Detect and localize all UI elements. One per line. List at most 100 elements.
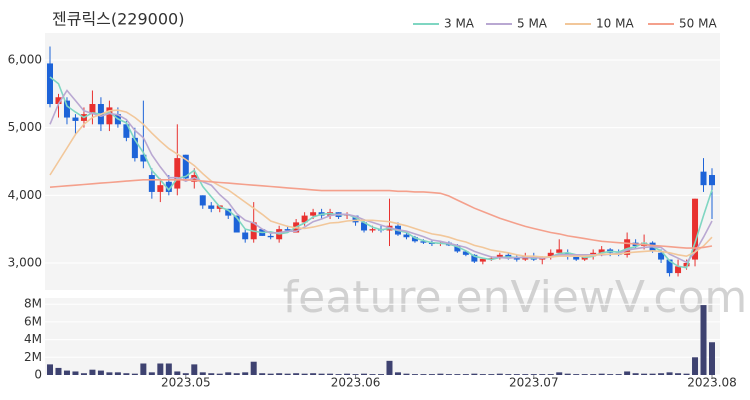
volume-bar [403, 373, 410, 375]
volume-bar [208, 373, 215, 375]
volume-bar [267, 373, 274, 375]
candle-body [700, 171, 707, 186]
volume-bar [624, 371, 631, 375]
watermark: feature.enViewV.com [283, 272, 748, 323]
candle-body [47, 63, 53, 105]
candle-body [479, 258, 486, 262]
candle-body [352, 215, 359, 223]
volume-bar [63, 370, 70, 375]
volume-panel [45, 298, 720, 375]
y-tick-label: 2M [24, 350, 42, 364]
ma-line [49, 179, 713, 249]
candle-body [72, 117, 79, 121]
candle-body [692, 198, 699, 260]
ma-line [49, 109, 713, 258]
volume-bar [276, 373, 283, 375]
volume-bar [369, 374, 376, 375]
volume-bar [437, 373, 444, 375]
volume-bar [411, 374, 418, 375]
volume-bar [352, 374, 359, 375]
candle-body [709, 175, 715, 186]
volume-bar [123, 373, 130, 375]
candle-body [148, 175, 155, 192]
volume-bar [581, 374, 588, 375]
volume-bar [216, 373, 223, 375]
volume-bar [301, 373, 308, 375]
candle-body [411, 237, 418, 242]
volume-bar [666, 372, 673, 375]
candle-body [301, 215, 308, 223]
candle-body [106, 107, 113, 125]
volume-bar [148, 372, 155, 375]
volume-bar [615, 374, 622, 375]
candle-body [598, 249, 605, 253]
volume-bar [547, 374, 554, 375]
candle-body [174, 158, 181, 189]
volume-bar [530, 374, 537, 375]
candle-body [208, 205, 215, 209]
volume-bar [428, 374, 435, 375]
volume-bar [250, 361, 257, 375]
candle-body [683, 262, 690, 267]
volume-bar [47, 364, 53, 375]
y-tick-label: 3,000 [8, 255, 42, 269]
candle-body [454, 245, 461, 252]
y-tick-label: 4M [24, 332, 42, 346]
volume-bar [293, 373, 300, 375]
volume-bar [496, 373, 503, 375]
candle-body [199, 195, 206, 206]
volume-bar [700, 305, 707, 375]
candle-body [267, 235, 274, 238]
volume-bar [454, 374, 461, 375]
volume-bar [191, 364, 198, 375]
volume-bar [165, 363, 172, 375]
volume-bar [590, 374, 597, 375]
y-tick-label: 5,000 [8, 120, 42, 134]
candle-body [123, 124, 130, 138]
volume-bar [89, 369, 96, 375]
candle-body [310, 212, 317, 216]
legend-label: 10 MA [596, 17, 634, 31]
volume-bar [97, 370, 104, 375]
y-tick-label: 6M [24, 314, 42, 328]
volume-bar [157, 363, 164, 375]
volume-bar [505, 374, 512, 375]
y-tick-label: 8M [24, 297, 42, 311]
volume-bar [462, 374, 469, 375]
candle-body [547, 252, 554, 258]
volume-bar [114, 372, 121, 375]
x-tick-label: 2023.07 [509, 376, 559, 390]
volume-bar [564, 373, 571, 375]
legend-label: 5 MA [517, 17, 548, 31]
volume-bar [658, 373, 665, 375]
candle-body [89, 104, 96, 115]
x-tick-label: 2023.05 [161, 376, 211, 390]
candle-body [488, 258, 495, 260]
volume-bar [513, 374, 520, 375]
x-tick-label: 2023.08 [687, 376, 737, 390]
volume-bar [683, 373, 690, 375]
candle-body [573, 256, 580, 260]
candle-body [182, 154, 189, 179]
candle-body [131, 137, 138, 159]
candle-body [369, 229, 376, 231]
candle-body [420, 241, 427, 243]
volume-bar [182, 373, 189, 375]
candle-body [140, 154, 147, 162]
volume-bar [632, 373, 639, 375]
volume-bar [556, 372, 563, 375]
x-tick-label: 2023.06 [331, 376, 381, 390]
volume-bar [242, 372, 249, 375]
volume-bar [174, 371, 181, 375]
candle-body [165, 181, 172, 192]
candle-body [55, 97, 62, 105]
volume-bar [72, 371, 79, 375]
volume-bar [420, 374, 427, 375]
volume-bar [378, 374, 384, 375]
volume-bar [310, 373, 317, 375]
volume-bar [607, 374, 614, 375]
volume-bar [573, 374, 580, 375]
candle-body [666, 259, 673, 274]
volume-bar [140, 363, 147, 375]
volume-bar [539, 374, 546, 375]
